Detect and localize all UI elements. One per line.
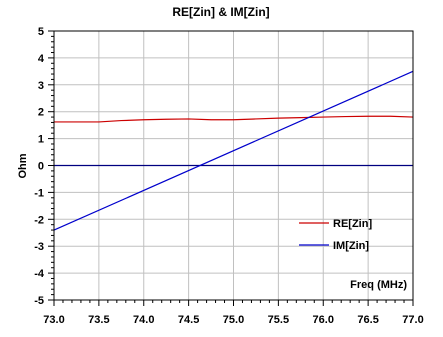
y-tick-label: 2 [38,107,44,119]
axis-ticks [48,30,414,306]
y-tick-label: 1 [38,134,44,146]
legend-label-im: IM[Zin] [333,240,369,252]
x-tick-labels: 73.0 73.5 74.0 74.5 75.0 75.5 76.0 76.5 77.0 [43,314,423,326]
x-tick-label: 75.5 [268,314,289,326]
y-tick-label: -4 [34,268,45,280]
y-tick-label: -3 [34,241,44,253]
x-tick-label: 76.0 [313,314,334,326]
x-tick-label: 73.5 [88,314,109,326]
x-tick-label: 74.0 [133,314,154,326]
chart-title: RE[Zin] & IM[Zin] [172,5,269,19]
legend: RE[Zin] IM[Zin] [299,218,372,252]
y-tick-label: -5 [34,295,44,307]
y-tick-labels: 5 4 3 2 1 0 -1 -2 -3 -4 -5 [34,26,45,307]
legend-label-re: RE[Zin] [333,218,372,230]
y-tick-label: -2 [34,214,44,226]
im-zin-line [53,70,414,231]
x-tick-label: 76.5 [357,314,378,326]
x-axis-label: Freq (MHz) [350,279,407,291]
re-zin-line [54,115,414,123]
series-lines [53,70,414,231]
x-tick-label: 77.0 [402,314,423,326]
x-tick-label: 74.5 [178,314,199,326]
x-tick-label: 73.0 [43,314,64,326]
y-axis-label: Ohm [17,153,29,178]
y-tick-label: -1 [34,187,44,199]
y-tick-label: 0 [38,161,44,173]
x-tick-label: 75.0 [223,314,244,326]
y-tick-label: 3 [38,80,44,92]
grid-lines [53,30,414,301]
y-tick-label: 4 [38,53,45,65]
y-tick-label: 5 [38,26,44,38]
